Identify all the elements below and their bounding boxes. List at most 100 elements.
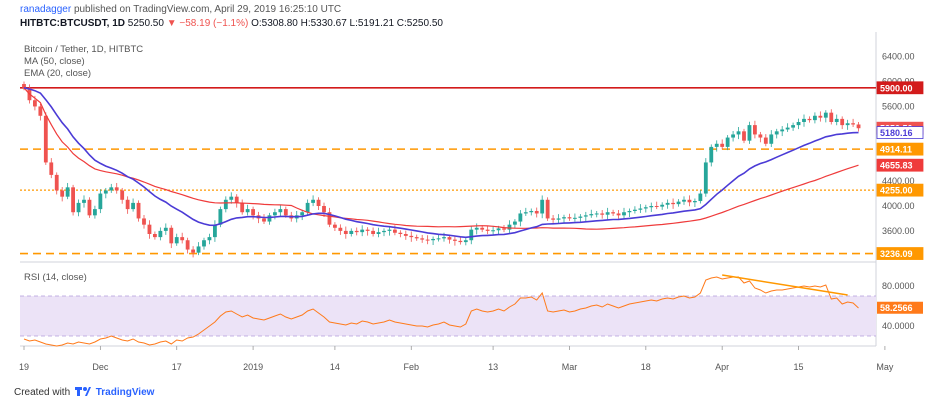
price-label-support (876, 142, 924, 156)
candle-body (491, 230, 495, 232)
candle-body (573, 217, 577, 219)
candle-body (27, 87, 32, 101)
candle-body (125, 199, 130, 210)
tradingview-brand[interactable]: TradingView (95, 387, 155, 399)
candle-body (98, 193, 103, 210)
candle-body (545, 199, 550, 219)
candle-body (469, 229, 474, 241)
candle-body (856, 124, 861, 129)
price-tick-label: 5200.00 (882, 126, 915, 136)
time-tick-label: Dec (92, 362, 109, 372)
candle-body (185, 240, 190, 250)
candle-body (169, 227, 174, 244)
time-tick-label: Mar (562, 362, 578, 372)
candle-body (283, 209, 288, 216)
candle-body (720, 143, 725, 147)
candle-body (725, 137, 730, 147)
candle-body (654, 206, 659, 207)
candle-body (393, 229, 397, 233)
candle-body (442, 237, 446, 239)
candle-body (703, 162, 708, 194)
candle-body (693, 201, 697, 203)
candle-body (682, 199, 686, 202)
price-change: ▼ −58.19 (−1.1%) (166, 18, 249, 29)
candle-body (502, 228, 506, 230)
candle-body (823, 112, 828, 118)
candle-body (43, 115, 48, 163)
candle-body (649, 206, 654, 208)
rsi-legend[interactable]: RSI (14, close) (24, 272, 87, 283)
price-tick-label: 6400.00 (882, 52, 915, 62)
price-label-last (876, 121, 924, 135)
chart-grid (20, 32, 877, 347)
candle-body (616, 213, 621, 216)
time-tick-label: May (876, 362, 894, 372)
price-tick-label: 5600.00 (882, 101, 915, 111)
candle-body (851, 123, 855, 125)
candle-body (294, 215, 299, 219)
candle-body (731, 134, 735, 138)
candle-body (131, 202, 135, 210)
rsi-tick-label: 40.0000 (882, 321, 915, 331)
candle-body (349, 230, 354, 234)
candle-body (327, 212, 332, 225)
candle-body (403, 234, 408, 236)
rsi-line (23, 276, 859, 347)
candle-body (180, 237, 185, 241)
candle-body (785, 127, 790, 130)
candle-body (142, 218, 146, 225)
price-label-text: 4255.00 (880, 186, 913, 196)
candle-body (458, 240, 463, 243)
candle-body (218, 209, 223, 225)
price-tick-label: 4400.00 (882, 176, 915, 186)
candle-body (436, 238, 441, 240)
candle-body (736, 131, 741, 135)
candle-body (322, 206, 326, 213)
candle-body (163, 227, 168, 231)
candle-body (513, 221, 517, 225)
symbol-label: HITBTC:BTCUSDT, 1D (20, 18, 125, 29)
ohlc-values: O:5308.80 H:5330.67 L:5191.21 C:5250.50 (251, 18, 443, 29)
candle-body (829, 112, 834, 122)
candles (22, 81, 861, 258)
candle-body (802, 118, 806, 122)
ema-legend[interactable]: EMA (20, close) (24, 68, 92, 79)
candle-body (240, 202, 245, 213)
candle-body (136, 202, 141, 219)
candle-body (425, 239, 430, 241)
price-label-text: 4655.83 (880, 161, 913, 171)
candle-body (589, 214, 594, 216)
candle-body (534, 210, 539, 214)
candle-body (578, 216, 583, 218)
candle-body (633, 209, 637, 211)
candle-body (796, 122, 801, 126)
candle-body (463, 240, 468, 243)
candle-body (480, 227, 485, 230)
time-tick-label: 14 (330, 362, 340, 372)
candle-body (627, 210, 632, 213)
candle-body (583, 215, 588, 217)
candle-body (485, 229, 490, 231)
candle-body (371, 230, 375, 234)
candle-body (600, 213, 605, 215)
ma-line (23, 87, 859, 230)
time-tick-label: 17 (172, 362, 182, 372)
candle-body (671, 202, 675, 205)
candle-body (496, 228, 501, 231)
candle-body (311, 199, 315, 203)
candle-body (605, 212, 610, 215)
candle-body (742, 131, 746, 141)
candle-body (709, 146, 714, 163)
candle-body (807, 118, 812, 121)
author-link[interactable]: ranadagger (20, 4, 72, 15)
support-resistance-lines (20, 86, 876, 255)
chart-title: Bitcoin / Tether, 1D, HITBTC (24, 44, 144, 55)
candle-body (518, 213, 523, 222)
price-label-support (876, 247, 924, 260)
time-tick-label: 18 (641, 362, 651, 372)
ma-legend[interactable]: MA (50, close) (24, 56, 85, 67)
price-label-text: 5180.16 (880, 128, 913, 138)
candle-body (109, 187, 114, 191)
candle-body (611, 212, 615, 214)
